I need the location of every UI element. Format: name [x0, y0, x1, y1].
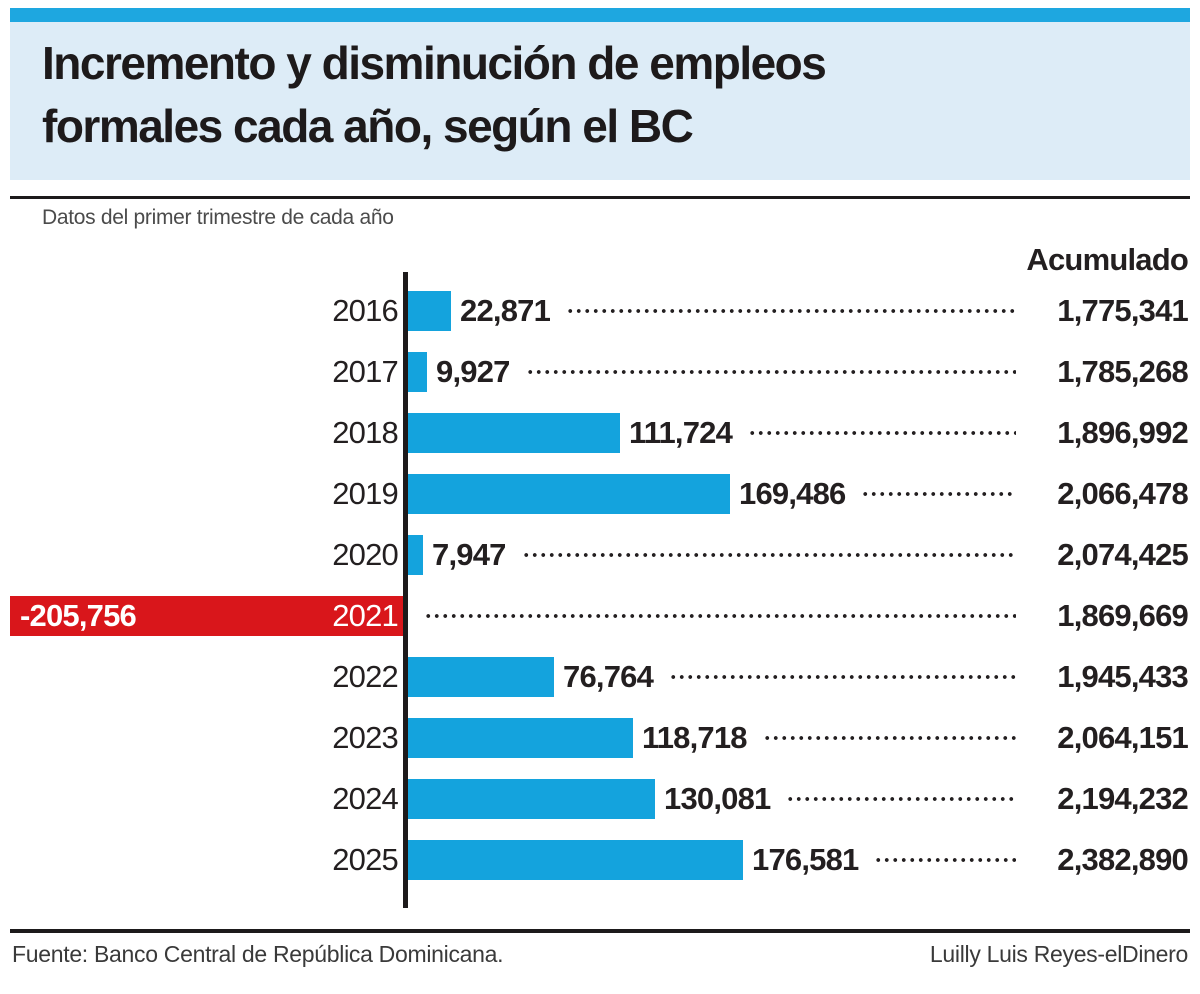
bar-chart: 2016 22,871 1,775,341 2017 9,927 1,785,2…: [10, 272, 1189, 920]
year-label: 2024: [332, 781, 399, 816]
accumulated-column-header: Acumulado: [1026, 242, 1188, 277]
chart-row: 2018 111,724 1,896,992: [10, 413, 1189, 453]
chart-row: 2024 130,081 2,194,232: [10, 779, 1189, 819]
value-label: 9,927: [436, 354, 510, 389]
value-label: 76,764: [563, 659, 654, 694]
year-label: 2025: [332, 842, 399, 877]
year-label: 2017: [332, 354, 399, 389]
accumulated-value: 2,074,425: [1057, 537, 1189, 572]
value-bar: [408, 291, 451, 331]
year-cell: 2023: [10, 718, 408, 758]
dotted-leader: [748, 429, 1016, 437]
negative-value-label: -205,756: [20, 598, 137, 633]
year-cell: 2017: [10, 352, 408, 392]
dotted-leader: [566, 307, 1016, 315]
author-credit: Luilly Luis Reyes-elDinero: [929, 941, 1188, 967]
chart-row: 2020 7,947 2,074,425: [10, 535, 1189, 575]
year-label: 2022: [332, 659, 399, 694]
chart-row: -205,756 2021 1,869,669: [10, 596, 1189, 636]
value-label: 118,718: [642, 720, 748, 755]
value-bar: [408, 657, 554, 697]
year-cell: 2022: [10, 657, 408, 697]
year-cell: 2024: [10, 779, 408, 819]
value-label: 130,081: [664, 781, 771, 816]
year-label: 2023: [332, 720, 399, 755]
value-label: 169,486: [739, 476, 846, 511]
value-label: 7,947: [432, 537, 506, 572]
accumulated-value: 2,066,478: [1057, 476, 1189, 511]
year-cell: 2016: [10, 291, 408, 331]
accent-strip: [10, 8, 1190, 22]
year-cell: 2019: [10, 474, 408, 514]
year-label: 2016: [332, 293, 399, 328]
year-label: 2021: [332, 598, 399, 633]
accumulated-value: 2,382,890: [1057, 842, 1189, 877]
source-credit: Fuente: Banco Central de República Domin…: [12, 941, 504, 967]
dotted-leader: [861, 490, 1016, 498]
accumulated-value: 1,785,268: [1057, 354, 1189, 389]
value-bar: [408, 718, 633, 758]
dotted-leader: [762, 734, 1016, 742]
page-title-line-1: Incremento y disminución de empleos: [42, 37, 827, 89]
value-bar: [408, 352, 427, 392]
accumulated-value: 2,064,151: [1057, 720, 1189, 755]
chart-row: 2017 9,927 1,785,268: [10, 352, 1189, 392]
year-cell: -205,756 2021: [10, 596, 408, 636]
accumulated-value: 1,869,669: [1057, 598, 1189, 633]
year-label: 2019: [332, 476, 399, 511]
accumulated-value: 1,896,992: [1057, 415, 1189, 450]
year-cell: 2020: [10, 535, 408, 575]
dotted-leader: [874, 856, 1016, 864]
year-cell: 2025: [10, 840, 408, 880]
dotted-leader: [525, 368, 1016, 376]
dotted-leader: [669, 673, 1016, 681]
chart-row: 2025 176,581 2,382,890: [10, 840, 1189, 880]
header-divider: [10, 196, 1190, 199]
value-label: 22,871: [460, 293, 551, 328]
chart-subtitle: Datos del primer trimestre de cada año: [42, 206, 394, 229]
value-bar: [408, 840, 743, 880]
title-panel: Incremento y disminución de empleos form…: [10, 22, 1190, 180]
value-bar: [408, 413, 620, 453]
page-title-line-2: formales cada año, según el BC: [42, 100, 694, 152]
accumulated-value: 1,775,341: [1057, 293, 1189, 328]
year-label: 2018: [332, 415, 399, 450]
accumulated-value: 1,945,433: [1057, 659, 1189, 694]
chart-row: 2019 169,486 2,066,478: [10, 474, 1189, 514]
accumulated-value: 2,194,232: [1057, 781, 1189, 816]
dotted-leader: [521, 551, 1016, 559]
value-bar: [408, 779, 655, 819]
value-label: 176,581: [752, 842, 859, 877]
value-bar: [408, 474, 730, 514]
footer-divider: [10, 929, 1190, 933]
chart-axis-line: [403, 272, 408, 908]
value-bar: [408, 535, 423, 575]
chart-row: 2022 76,764 1,945,433: [10, 657, 1189, 697]
dotted-leader: [424, 612, 1016, 620]
year-cell: 2018: [10, 413, 408, 453]
chart-row: 2016 22,871 1,775,341: [10, 291, 1189, 331]
year-label: 2020: [332, 537, 399, 572]
chart-row: 2023 118,718 2,064,151: [10, 718, 1189, 758]
dotted-leader: [786, 795, 1016, 803]
value-label: 111,724: [629, 415, 733, 450]
